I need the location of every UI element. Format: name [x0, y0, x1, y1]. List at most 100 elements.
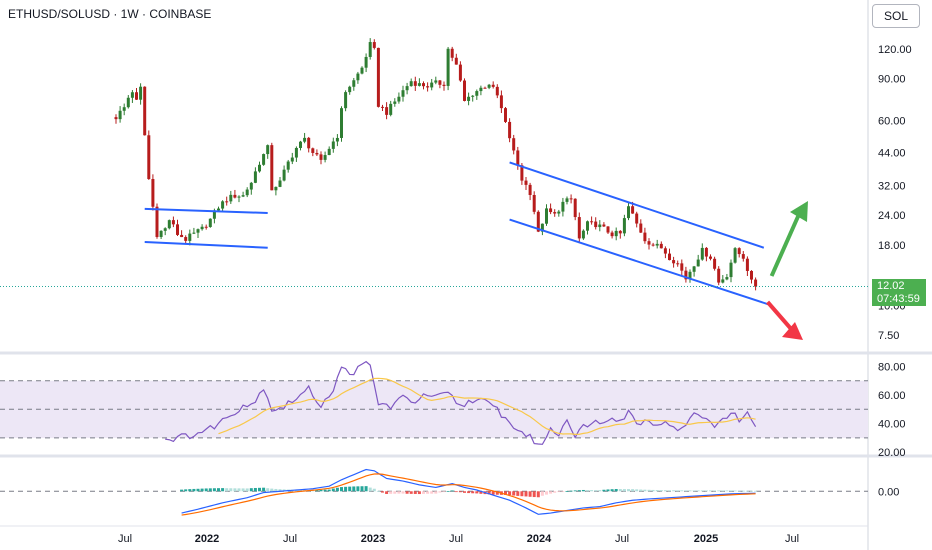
macd-histogram-bar: [315, 489, 319, 492]
price-axis-tick: 90.00: [878, 74, 906, 86]
macd-histogram-bar: [672, 490, 676, 492]
macd-histogram-bar: [184, 489, 188, 492]
macd-histogram-bar: [635, 489, 639, 492]
candle-body: [327, 148, 331, 156]
candle-body: [430, 82, 434, 88]
macd-histogram-bar: [319, 489, 323, 492]
candle-body: [139, 86, 143, 100]
candle-body: [479, 87, 483, 92]
candle-body: [463, 80, 466, 101]
symbol-title[interactable]: ETHUSD/SOLUSD · 1W · COINBASE: [8, 7, 212, 21]
candle-body: [524, 180, 528, 185]
macd-histogram-bar: [266, 488, 270, 492]
macd-histogram-bar: [491, 491, 495, 495]
macd-histogram-bar: [594, 490, 598, 492]
candle-body: [286, 161, 290, 170]
macd-histogram-bar: [360, 486, 364, 492]
bullish-arrow-head: [790, 201, 808, 222]
candle-body: [225, 201, 229, 203]
macd-histogram-bar: [704, 490, 708, 492]
candle-body: [130, 92, 134, 98]
candle-body: [409, 81, 413, 87]
macd-histogram-bar: [335, 487, 339, 492]
bullish-arrow-shaft: [769, 211, 802, 277]
price-axis-tick: 44.00: [878, 148, 906, 160]
macd-histogram-bar: [549, 491, 553, 494]
range-upper-line: [144, 207, 268, 215]
candle-body: [446, 48, 450, 86]
candle-body: [315, 152, 319, 155]
macd-histogram-bar: [524, 491, 528, 497]
macd-histogram-bar: [405, 491, 409, 494]
rsi-axis-tick: 60.00: [878, 390, 906, 402]
rsi-ma-line: [218, 377, 756, 435]
candle-body: [614, 230, 618, 237]
candle-body: [258, 164, 261, 172]
macd-histogram-bar: [475, 491, 479, 494]
candle-body: [397, 96, 401, 102]
candle-body: [696, 259, 700, 267]
macd-histogram-bar: [618, 489, 622, 492]
macd-histogram-bar: [553, 491, 557, 493]
macd-histogram-bar: [208, 488, 212, 492]
candle-body: [364, 56, 368, 68]
macd-histogram-bar: [561, 491, 565, 493]
time-axis-tick: Jul: [785, 533, 799, 545]
candle-body: [610, 232, 614, 237]
price-axis-tick: 7.50: [878, 330, 899, 342]
candle-body: [700, 247, 704, 260]
macd-histogram-bar: [397, 491, 401, 494]
candle-body: [561, 201, 565, 212]
macd-histogram-bar: [282, 489, 286, 492]
rsi-axis-tick: 40.00: [878, 419, 906, 431]
candle-body: [569, 198, 573, 200]
candle-body: [344, 92, 348, 109]
time-axis-tick: 2024: [527, 533, 552, 545]
candle-body: [270, 145, 274, 191]
candle-body: [651, 244, 655, 246]
candle-body: [200, 226, 204, 230]
candle-body: [458, 64, 462, 81]
macd-histogram-bar: [340, 487, 343, 492]
macd-histogram-bar: [225, 488, 229, 492]
candle-body: [688, 271, 692, 280]
candle-body: [540, 223, 544, 232]
candle-body: [450, 48, 454, 58]
candle-body: [376, 47, 380, 107]
macd-histogram-bar: [668, 490, 671, 492]
macd-histogram-bar: [434, 491, 438, 494]
candle-body: [237, 196, 241, 198]
macd-histogram-bar: [696, 490, 700, 492]
macd-histogram-bar: [385, 491, 389, 494]
candle-body: [401, 90, 405, 97]
macd-histogram-bar: [278, 489, 282, 492]
candle-body: [253, 171, 257, 183]
macd-histogram-bar: [467, 491, 471, 494]
macd-histogram-bar: [745, 490, 749, 492]
macd-histogram-bar: [409, 491, 413, 494]
candle-body: [659, 243, 663, 249]
candle-body: [545, 208, 548, 224]
candle-body: [348, 86, 352, 93]
candle-body: [684, 270, 688, 280]
macd-histogram-bar: [495, 491, 499, 495]
unit-button[interactable]: SOL: [872, 4, 920, 28]
macd-histogram-bar: [192, 488, 196, 492]
time-axis-tick: Jul: [449, 533, 463, 545]
candle-body: [618, 230, 622, 234]
candle-body: [217, 208, 220, 211]
macd-histogram-bar: [249, 488, 253, 492]
candle-body: [438, 80, 442, 85]
macd-histogram-bar: [655, 490, 659, 492]
macd-histogram-bar: [413, 491, 417, 494]
candle-body: [151, 179, 155, 207]
macd-histogram-bar: [504, 491, 507, 495]
price-axis-tick: 24.00: [878, 210, 906, 222]
candle-body: [381, 106, 384, 108]
macd-histogram-bar: [200, 488, 204, 492]
candle-body: [639, 223, 643, 233]
candle-body: [577, 217, 581, 239]
macd-histogram-bar: [446, 490, 450, 492]
